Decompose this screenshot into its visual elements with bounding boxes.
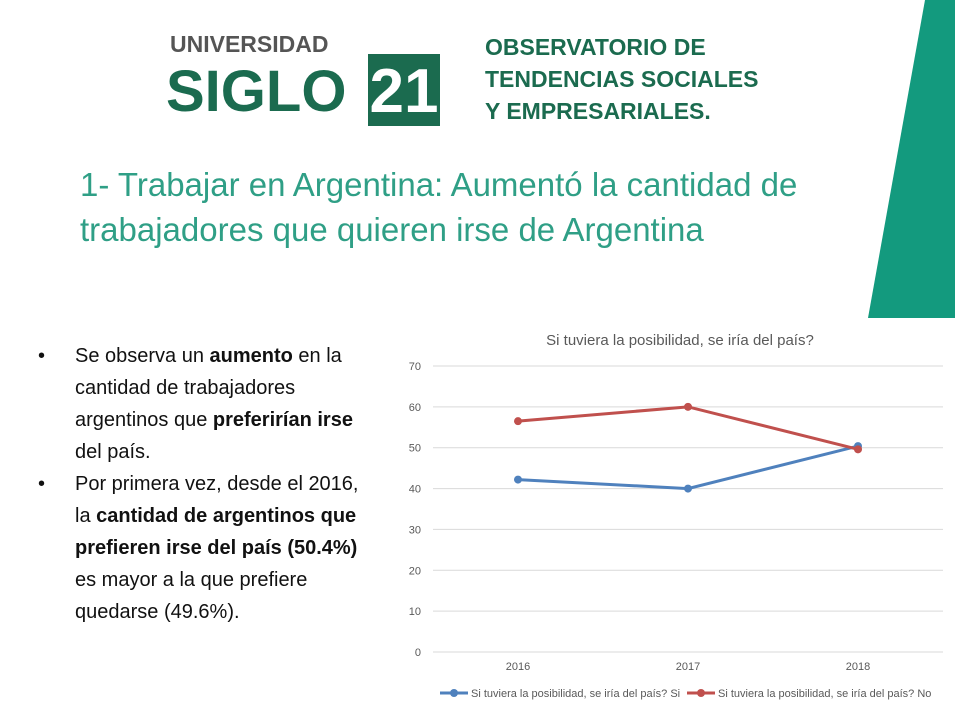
y-tick-label: 10 xyxy=(409,606,421,618)
series-line xyxy=(517,405,859,451)
bold-text: aumento xyxy=(209,345,293,367)
logo-box xyxy=(368,54,440,126)
series-line xyxy=(517,444,859,491)
observatory-line: TENDENCIAS SOCIALES xyxy=(485,66,758,92)
bullet-list: Se observa un aumento en la cantidad de … xyxy=(38,340,368,628)
text: Por primera vez, desde el 2016, la xyxy=(75,473,359,527)
x-tick-label: 2016 xyxy=(506,661,530,673)
y-tick-label: 0 xyxy=(415,647,421,659)
bullet: Se observa un aumento en la cantidad de … xyxy=(38,340,368,468)
y-tick-label: 50 xyxy=(409,443,421,455)
text: Se observa un xyxy=(75,345,210,367)
y-tick-label: 30 xyxy=(409,524,421,536)
x-tick-label: 2017 xyxy=(676,661,700,673)
chart-title: Si tuviera la posibilidad, se iría del p… xyxy=(546,332,814,349)
logo-number: 21 xyxy=(370,57,439,126)
logo-main: SIGLO xyxy=(166,59,346,124)
text: es mayor a la que prefiere quedarse (49.… xyxy=(75,569,308,623)
point xyxy=(684,484,692,493)
point xyxy=(514,475,522,484)
bold-text: preferirían irse xyxy=(212,409,353,431)
y-tick-label: 40 xyxy=(409,484,421,496)
point xyxy=(854,445,862,454)
legend-marker xyxy=(450,689,458,697)
legend-marker xyxy=(697,689,705,697)
legend-label: Si tuviera la posibilidad, se iría del p… xyxy=(718,688,931,700)
text: del país. xyxy=(75,441,151,463)
point xyxy=(684,402,692,411)
y-tick-label: 70 xyxy=(409,361,421,373)
decoration xyxy=(868,0,955,318)
observatory-line: Y EMPRESARIALES. xyxy=(485,98,711,124)
observatory-line: OBSERVATORIO DE xyxy=(485,34,706,60)
logo-top: UNIVERSIDAD xyxy=(170,31,328,57)
legend-label: Si tuviera la posibilidad, se iría del p… xyxy=(471,688,680,700)
slide-title: 1- Trabajar en Argentina: Aumentó la can… xyxy=(80,166,798,248)
bold-text: cantidad de argentinos que prefieren irs… xyxy=(75,505,358,559)
x-tick-label: 2018 xyxy=(846,661,870,673)
point xyxy=(514,417,522,426)
y-tick-label: 60 xyxy=(409,402,421,414)
bullet: Por primera vez, desde el 2016, la canti… xyxy=(38,468,368,628)
text: en la cantidad de trabajadores argentino… xyxy=(75,345,342,431)
y-tick-label: 20 xyxy=(409,565,421,577)
